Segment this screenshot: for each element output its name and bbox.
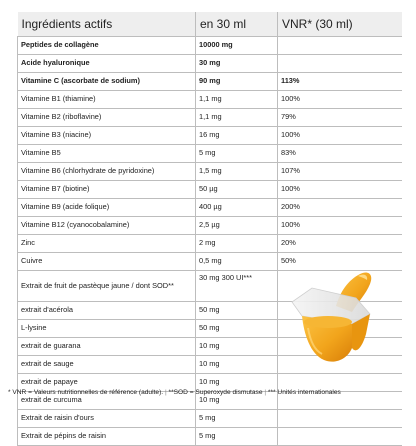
ingredient-name-cell: extrait de guarana bbox=[17, 337, 196, 356]
ingredient-name-cell: Vitamine B3 (niacine) bbox=[17, 126, 196, 145]
table-row: Vitamine C (ascorbate de sodium) 90 mg 113… bbox=[17, 72, 402, 91]
ingredient-name-cell: Extrait de pépins de raisin bbox=[17, 427, 196, 446]
table-row: Vitamine B12 (cyanocobalamine) 2,5 µg 100% bbox=[17, 216, 402, 235]
table-row: Vitamine B6 (chlorhydrate de pyridoxine)… bbox=[17, 162, 402, 181]
vnr-cell bbox=[277, 409, 402, 428]
ingredient-name-cell: Vitamine B2 (riboflavine) bbox=[17, 108, 196, 127]
table-row: Peptides de collagène 10000 mg bbox=[17, 36, 402, 55]
nutrition-sheet: Ingrédients actifs en 30 ml VNR* (30 ml)… bbox=[8, 12, 413, 446]
amount-cell: 5 mg bbox=[195, 144, 278, 163]
ingredients-table: Ingrédients actifs en 30 ml VNR* (30 ml)… bbox=[17, 12, 402, 446]
ingredient-name-cell: Peptides de collagène bbox=[17, 36, 196, 55]
ingredient-name-cell: Vitamine B12 (cyanocobalamine) bbox=[17, 216, 196, 235]
vnr-cell: 20% bbox=[277, 234, 402, 253]
ingredient-name-cell: Extrait de fruit de pastèque jaune / don… bbox=[17, 270, 196, 302]
amount-cell: 10000 mg bbox=[195, 36, 278, 55]
vnr-cell: 100% bbox=[277, 126, 402, 145]
footnote-separator: | bbox=[164, 389, 169, 396]
ingredient-name-cell: extrait de sauge bbox=[17, 355, 196, 374]
table-row: Vitamine B9 (acide folique) 400 µg 200% bbox=[17, 198, 402, 217]
header-amount: en 30 ml bbox=[195, 12, 278, 37]
ingredient-name-cell: Vitamine B6 (chlorhydrate de pyridoxine) bbox=[17, 162, 196, 181]
footnote-sod: **SOD = Superoxyde dismutase bbox=[168, 389, 263, 396]
vnr-cell: 107% bbox=[277, 162, 402, 181]
ingredient-name-cell: Vitamine B5 bbox=[17, 144, 196, 163]
table-row: Vitamine B7 (biotine) 50 µg 100% bbox=[17, 180, 402, 199]
table-row: Cuivre 0,5 mg 50% bbox=[17, 252, 402, 271]
ingredient-name-cell: Acide hyaluronique bbox=[17, 54, 196, 73]
ingredient-name-cell: Cuivre bbox=[17, 252, 196, 271]
ingredient-name-cell: Extrait de raisin d'ours bbox=[17, 409, 196, 428]
ingredient-name-cell: extrait d'acérola bbox=[17, 301, 196, 320]
amount-cell: 1,5 mg bbox=[195, 162, 278, 181]
amount-cell: 2,5 µg bbox=[195, 216, 278, 235]
amount-cell: 50 mg bbox=[195, 301, 278, 320]
vnr-cell bbox=[277, 427, 402, 446]
vnr-cell: 100% bbox=[277, 180, 402, 199]
vnr-cell: 113% bbox=[277, 72, 402, 91]
amount-cell: 2 mg bbox=[195, 234, 278, 253]
table-row: Acide hyaluronique 30 mg bbox=[17, 54, 402, 73]
shot-cup-icon bbox=[291, 272, 372, 362]
amount-cell: 5 mg bbox=[195, 427, 278, 446]
header-ingredients: Ingrédients actifs bbox=[17, 12, 196, 37]
amount-cell: 50 mg bbox=[195, 319, 278, 338]
ingredient-name-cell: Vitamine B9 (acide folique) bbox=[17, 198, 196, 217]
amount-cell: 10 mg bbox=[195, 355, 278, 374]
vnr-cell: 200% bbox=[277, 198, 402, 217]
vnr-cell bbox=[277, 54, 402, 73]
ingredient-name-cell: Vitamine B1 (thiamine) bbox=[17, 90, 196, 109]
amount-cell: 5 mg bbox=[195, 409, 278, 428]
table-row: Vitamine B3 (niacine) 16 mg 100% bbox=[17, 126, 402, 145]
table-row: Vitamine B1 (thiamine) 1,1 mg 100% bbox=[17, 90, 402, 109]
amount-cell: 30 mg bbox=[195, 54, 278, 73]
footnote-ui: *** Unités internationales bbox=[267, 389, 341, 396]
table-row: Vitamine B2 (riboflavine) 1,1 mg 79% bbox=[17, 108, 402, 127]
ingredient-name-cell: Vitamine C (ascorbate de sodium) bbox=[17, 72, 196, 91]
vnr-cell: 100% bbox=[277, 216, 402, 235]
header-vnr: VNR* (30 ml) bbox=[277, 12, 402, 37]
vnr-cell: 83% bbox=[277, 144, 402, 163]
footnote-separator: | bbox=[264, 389, 268, 396]
table-row: Vitamine B5 5 mg 83% bbox=[17, 144, 402, 163]
table-row: extrait de sauge 10 mg bbox=[17, 355, 402, 374]
amount-cell: 16 mg bbox=[195, 126, 278, 145]
table-row: Extrait de raisin d'ours 5 mg bbox=[17, 409, 402, 428]
amount-cell: 400 µg bbox=[195, 198, 278, 217]
amount-cell: 50 µg bbox=[195, 180, 278, 199]
amount-cell: 1,1 mg bbox=[195, 90, 278, 109]
table-header-row: Ingrédients actifs en 30 ml VNR* (30 ml) bbox=[17, 12, 402, 37]
ingredient-name-cell: L-lysine bbox=[17, 319, 196, 338]
amount-cell: 90 mg bbox=[195, 72, 278, 91]
table-row: Extrait de pépins de raisin 5 mg bbox=[17, 427, 402, 446]
amount-cell: 30 mg 300 UI*** bbox=[195, 270, 278, 302]
ingredient-name-cell: Zinc bbox=[17, 234, 196, 253]
footnotes: * VNR = Valeurs nutritionnelles de référ… bbox=[8, 389, 413, 396]
vnr-cell: 79% bbox=[277, 108, 402, 127]
amount-cell: 1,1 mg bbox=[195, 108, 278, 127]
vnr-cell: 100% bbox=[277, 90, 402, 109]
amount-cell: 0,5 mg bbox=[195, 252, 278, 271]
amount-cell: 10 mg bbox=[195, 337, 278, 356]
vnr-cell bbox=[277, 36, 402, 55]
ingredient-name-cell: Vitamine B7 (biotine) bbox=[17, 180, 196, 199]
footnote-vnr: * VNR = Valeurs nutritionnelles de référ… bbox=[8, 389, 164, 396]
table-row: Zinc 2 mg 20% bbox=[17, 234, 402, 253]
